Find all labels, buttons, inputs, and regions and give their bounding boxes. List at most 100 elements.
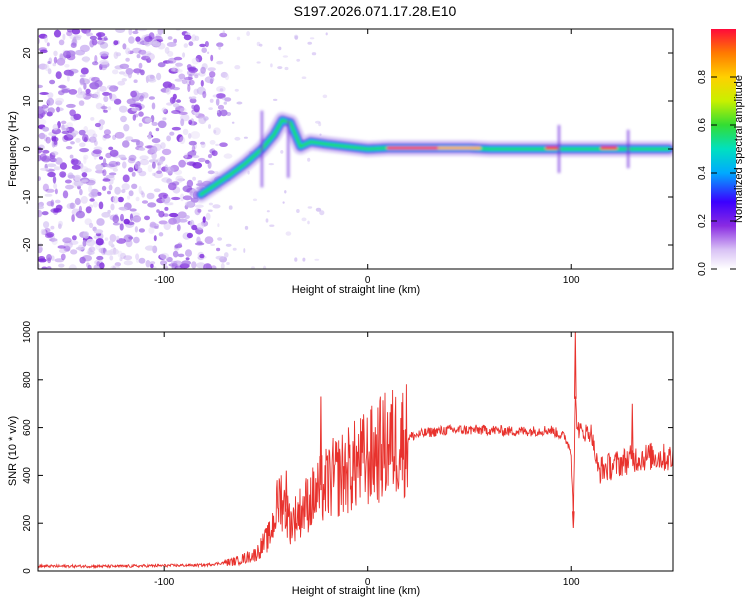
noise-blob — [46, 266, 52, 269]
noise-blob — [189, 150, 197, 155]
noise-blob — [223, 101, 227, 105]
noise-blob — [128, 167, 134, 173]
noise-blob — [236, 36, 241, 41]
spectrogram-plot-area — [38, 29, 673, 269]
noise-blob — [147, 164, 153, 173]
noise-blob — [83, 56, 90, 63]
noise-blob — [212, 204, 221, 209]
noise-blob — [125, 239, 133, 248]
noise-blob — [69, 154, 74, 159]
noise-blob — [52, 123, 59, 131]
noise-blob — [157, 164, 161, 171]
noise-blob — [220, 262, 225, 269]
noise-blob — [102, 178, 111, 182]
noise-blob — [145, 52, 155, 61]
noise-blob — [120, 115, 127, 123]
noise-blob — [204, 236, 214, 245]
noise-blob — [217, 223, 220, 228]
noise-blob — [155, 127, 160, 132]
noise-blob — [151, 151, 157, 160]
noise-blob — [215, 98, 220, 106]
noise-blob — [70, 158, 79, 166]
noise-blob — [72, 130, 79, 136]
noise-blob — [164, 46, 170, 54]
noise-blob — [84, 168, 92, 173]
noise-blob — [259, 43, 263, 47]
noise-blob — [314, 258, 320, 261]
noise-blob — [95, 238, 104, 246]
noise-blob — [172, 65, 180, 73]
noise-blob — [125, 47, 131, 55]
noise-blob — [319, 210, 325, 216]
noise-blob — [130, 90, 138, 98]
noise-blob — [128, 29, 133, 36]
noise-blob — [169, 96, 176, 104]
noise-blob — [192, 155, 200, 159]
noise-blob — [126, 98, 136, 105]
noise-blob — [117, 196, 124, 203]
noise-blob — [177, 69, 183, 73]
noise-blob — [157, 120, 167, 129]
noise-blob — [183, 43, 188, 48]
noise-blob — [138, 111, 144, 117]
noise-blob — [301, 217, 307, 222]
noise-blob — [146, 192, 155, 200]
noise-blob — [103, 158, 107, 166]
noise-blob — [103, 134, 111, 139]
noise-blob — [269, 224, 275, 227]
noise-blob — [86, 30, 90, 37]
noise-blob — [157, 29, 164, 35]
colorbar-tick-label: 0.2 — [697, 214, 708, 228]
noise-blob — [122, 161, 127, 169]
noise-blob — [231, 121, 235, 124]
noise-blob — [213, 127, 221, 136]
noise-blob — [136, 41, 147, 45]
noise-blob — [208, 107, 213, 110]
noise-blob — [200, 80, 204, 87]
noise-blob — [47, 92, 54, 99]
noise-blob — [48, 57, 53, 65]
noise-blob — [38, 132, 46, 140]
noise-blob — [87, 264, 92, 269]
noise-blob — [173, 56, 183, 61]
noise-blob — [82, 134, 89, 142]
noise-blob — [79, 256, 86, 264]
noise-blob — [151, 102, 156, 110]
noise-blob — [52, 62, 57, 67]
noise-blob — [153, 171, 164, 179]
noise-blob — [268, 163, 275, 166]
noise-blob — [46, 42, 50, 47]
y-tick-label: 0 — [22, 146, 33, 152]
noise-blob — [209, 98, 214, 103]
noise-blob — [108, 184, 113, 191]
x-tick-label: -100 — [154, 275, 174, 286]
noise-blob — [148, 96, 155, 100]
noise-blob — [90, 93, 99, 99]
noise-blob — [184, 153, 188, 159]
noise-blob — [39, 49, 48, 54]
noise-blob — [99, 59, 109, 65]
noise-blob — [42, 149, 50, 154]
noise-blob — [144, 245, 155, 251]
noise-blob — [284, 190, 287, 194]
noise-blob — [202, 91, 207, 99]
noise-blob — [307, 157, 311, 162]
noise-blob — [296, 58, 301, 62]
noise-blob — [39, 92, 49, 95]
noise-blob — [277, 66, 283, 70]
noise-blob — [208, 124, 211, 129]
noise-blob — [122, 174, 130, 183]
noise-blob — [135, 196, 140, 202]
noise-blob — [131, 183, 138, 189]
noise-blob — [266, 210, 270, 213]
noise-blob — [153, 235, 157, 242]
noise-blob — [107, 190, 111, 195]
noise-blob — [53, 208, 62, 213]
noise-blob — [71, 214, 75, 223]
noise-blob — [102, 91, 111, 96]
noise-blob — [64, 245, 71, 252]
noise-blob — [44, 193, 53, 197]
noise-blob — [234, 65, 241, 70]
noise-blob — [70, 141, 75, 145]
noise-blob — [200, 141, 206, 145]
